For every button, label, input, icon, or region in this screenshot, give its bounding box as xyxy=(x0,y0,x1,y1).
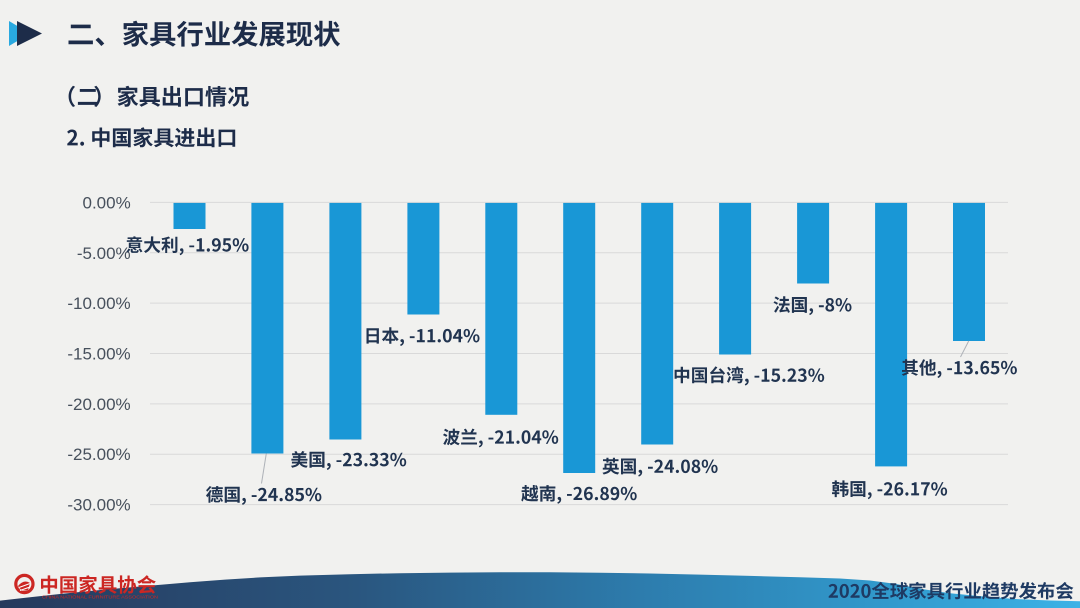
svg-text:-15.00%: -15.00% xyxy=(67,345,130,364)
svg-text:0.00%: 0.00% xyxy=(82,193,130,212)
svg-text:-10.00%: -10.00% xyxy=(67,294,130,313)
svg-text:-25.00%: -25.00% xyxy=(67,445,130,464)
svg-text:-5.00%: -5.00% xyxy=(77,244,131,263)
svg-text:CHINA NATIONAL FURNITURE ASSOC: CHINA NATIONAL FURNITURE ASSOCIATION xyxy=(42,595,158,600)
svg-text:-30.00%: -30.00% xyxy=(67,496,130,515)
svg-text:-20.00%: -20.00% xyxy=(67,395,130,414)
